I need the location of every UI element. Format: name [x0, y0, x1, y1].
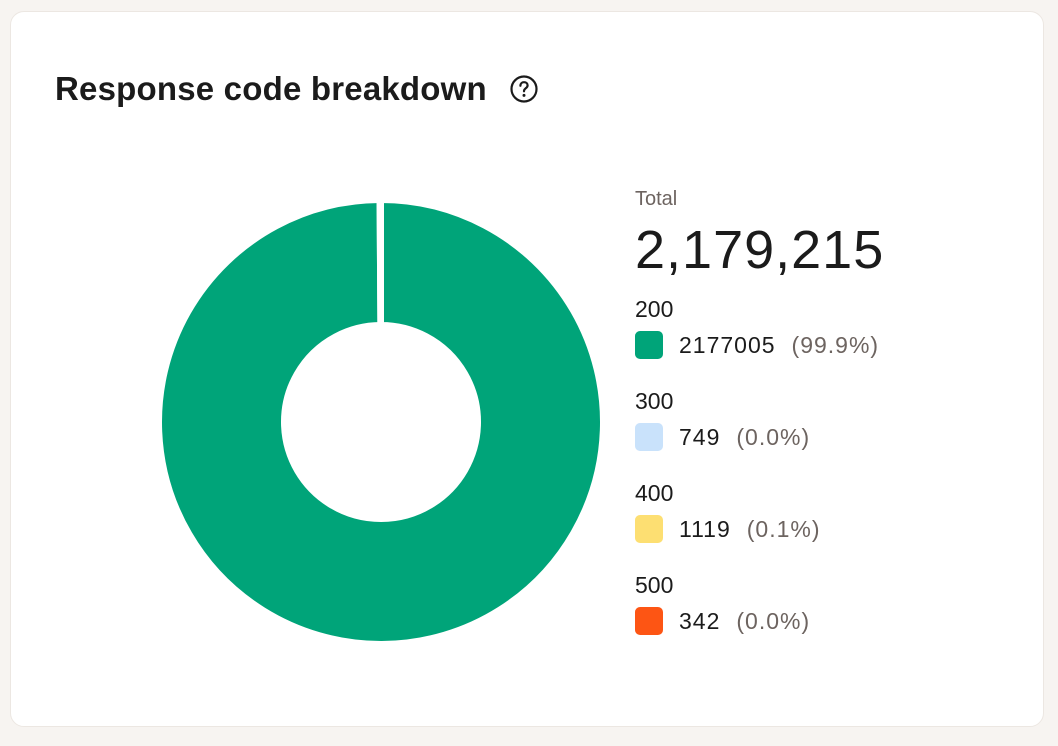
- legend-percent: (99.9%): [791, 331, 880, 358]
- legend-code: 200: [635, 296, 674, 322]
- legend-item-500: 500 342 (0.0%): [635, 569, 975, 641]
- response-code-card: Response code breakdown Total 2,179,215 …: [10, 11, 1044, 727]
- legend-count: 1119: [679, 515, 731, 542]
- donut-chart: [157, 198, 605, 646]
- total-value: 2,179,215: [635, 220, 885, 280]
- legend-code: 300: [635, 388, 674, 414]
- legend-swatch: [635, 607, 663, 635]
- legend-swatch: [635, 423, 663, 451]
- legend-count: 2177005: [679, 331, 776, 358]
- legend-percent: (0.0%): [736, 423, 811, 450]
- donut-slice-200[interactable]: [157, 198, 605, 646]
- card-header: Response code breakdown: [55, 70, 539, 108]
- question-circle-icon[interactable]: [509, 74, 539, 104]
- total-label: Total: [635, 188, 678, 210]
- chart-title: Response code breakdown: [55, 70, 487, 107]
- chart-legend: Total 2,179,215 200 2177005 (99.9%) 300 …: [635, 188, 975, 661]
- legend-count: 342: [679, 607, 721, 634]
- legend-percent: (0.1%): [746, 515, 821, 542]
- legend-swatch: [635, 331, 663, 359]
- legend-percent: (0.0%): [736, 607, 811, 634]
- legend-item-400: 400 1119 (0.1%): [635, 477, 975, 549]
- legend-code: 400: [635, 480, 674, 506]
- legend-item-300: 300 749 (0.0%): [635, 385, 975, 457]
- legend-code: 500: [635, 572, 674, 598]
- legend-count: 749: [679, 423, 721, 450]
- legend-swatch: [635, 515, 663, 543]
- legend-item-200: 200 2177005 (99.9%): [635, 293, 975, 365]
